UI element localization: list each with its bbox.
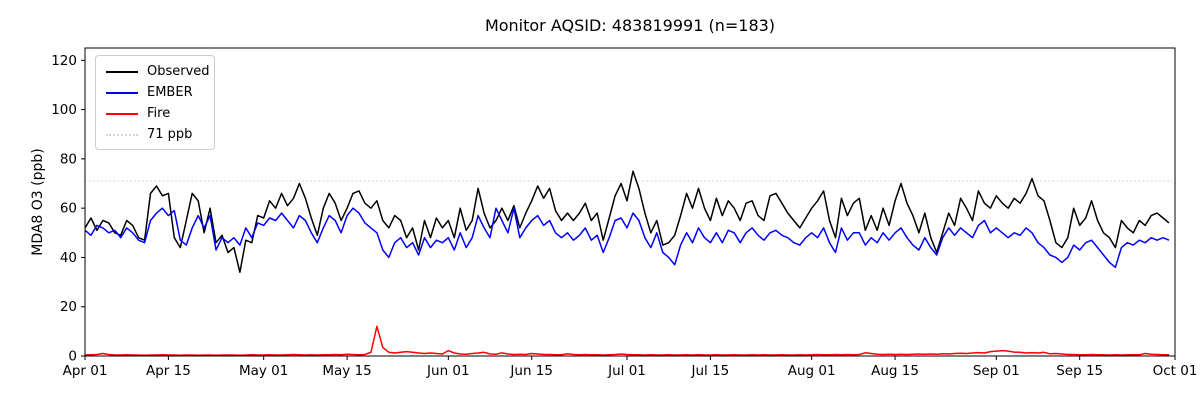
x-tick-label: Jul 01 <box>607 363 646 379</box>
plot-border <box>84 47 1176 357</box>
x-tick-label: Sep 01 <box>973 363 1020 379</box>
legend-swatch <box>106 70 138 73</box>
chart-title: Monitor AQSID: 483819991 (n=183) <box>484 16 776 35</box>
legend-swatch <box>106 112 138 115</box>
x-tick-label: Jun 01 <box>426 363 470 379</box>
y-tick-label: 60 <box>60 201 77 217</box>
y-tick-label: 80 <box>60 151 77 167</box>
legend-label: EMBER <box>147 85 193 100</box>
y-tick-label: 100 <box>51 102 77 118</box>
y-tick-label: 40 <box>60 250 77 266</box>
x-tick-label: Apr 15 <box>146 363 191 379</box>
ember-line <box>84 207 1170 269</box>
x-tick-label: Sep 15 <box>1056 363 1103 379</box>
x-tick-label: Apr 01 <box>63 363 108 379</box>
x-tick-label: Oct 01 <box>1153 363 1198 379</box>
legend: Observed EMBER Fire 71 ppb <box>95 55 215 150</box>
y-tick-label: 120 <box>51 53 77 69</box>
x-tick-label: May 15 <box>322 363 371 379</box>
y-tick-label: 20 <box>60 299 77 315</box>
x-tick-label: Aug 01 <box>788 363 836 379</box>
legend-item-observed: Observed <box>96 61 214 82</box>
fire-line <box>84 325 1169 357</box>
observed-line <box>84 170 1170 273</box>
legend-label: Fire <box>147 106 171 121</box>
legend-label: 71 ppb <box>147 127 193 142</box>
legend-item-71-ppb: 71 ppb <box>96 124 214 145</box>
y-tick-label: 0 <box>68 349 77 365</box>
x-tick-label: May 01 <box>239 363 288 379</box>
legend-label: Observed <box>147 64 210 79</box>
legend-swatch <box>106 91 138 94</box>
x-tick-label: Jun 15 <box>509 363 553 379</box>
x-tick-label: Jul 15 <box>691 363 730 379</box>
legend-item-fire: Fire <box>96 103 214 124</box>
legend-item-ember: EMBER <box>96 82 214 103</box>
legend-swatch <box>106 133 138 136</box>
x-tick-label: Aug 15 <box>871 363 919 379</box>
